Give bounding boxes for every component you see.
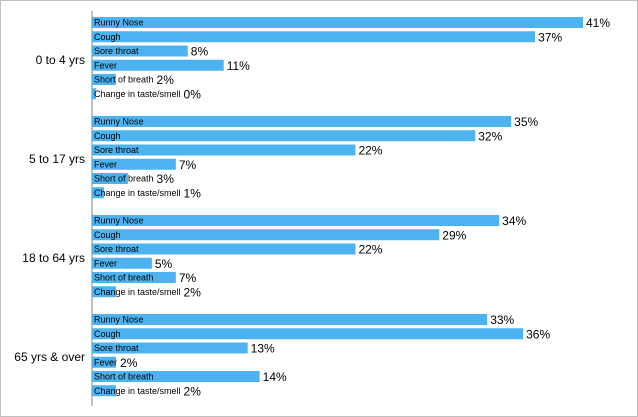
- bar-value-label: 11%: [227, 59, 250, 73]
- bar-value-label: 35%: [514, 115, 538, 129]
- bar-category-label: Fever: [94, 357, 117, 367]
- bar-category-label: Short of breath: [94, 273, 154, 283]
- bar-value-label: 2%: [120, 356, 138, 370]
- age-groups: 0 to 4 yrs Runny Nose 41% Cough 37% Sore thro…: [14, 16, 610, 398]
- bar-category-label: Fever: [94, 159, 117, 169]
- bar-value-label: 36%: [526, 327, 550, 341]
- bar: [92, 31, 536, 43]
- bar: [92, 272, 176, 283]
- bar-value-label: 7%: [179, 158, 197, 172]
- bar: [92, 74, 116, 85]
- bar-category-label: Short of breath: [94, 75, 154, 85]
- bar-value-label: 41%: [586, 16, 610, 30]
- bar-value-label: 7%: [179, 271, 197, 285]
- bar: [92, 59, 224, 71]
- bar-value-label: 3%: [157, 172, 175, 186]
- bar-category-label: Runny Nose: [94, 315, 144, 325]
- bar-value-label: 33%: [490, 313, 514, 327]
- bar-value-label: 14%: [263, 370, 287, 384]
- bar-category-label: Runny Nose: [94, 117, 144, 127]
- age-group: 5 to 17 yrs Runny Nose 35% Cough 32% Sore thr…: [29, 115, 539, 200]
- bar-value-label: 37%: [538, 30, 562, 44]
- bar: [92, 215, 500, 226]
- bar: [92, 356, 116, 368]
- bar-value-label: 22%: [358, 243, 382, 257]
- age-group-label: 0 to 4 yrs: [36, 53, 85, 67]
- bar-category-label: Fever: [94, 60, 117, 70]
- bar-value-label: 29%: [442, 228, 466, 242]
- bar: [92, 342, 248, 354]
- bar-value-label: 1%: [184, 186, 202, 200]
- bar-value-label: 5%: [155, 257, 173, 271]
- bar: [92, 385, 116, 397]
- bar: [92, 130, 476, 142]
- bar-category-label: Cough: [94, 32, 121, 42]
- bar: [92, 328, 524, 340]
- bar: [92, 257, 152, 269]
- bar-category-label: Change in taste/smell: [94, 89, 181, 99]
- age-group-label: 5 to 17 yrs: [29, 152, 85, 166]
- bar-category-label: Change in taste/smell: [94, 188, 181, 198]
- bar-category-label: Sore throat: [94, 244, 139, 254]
- age-group-label: 65 yrs & over: [14, 350, 85, 364]
- age-group: 65 yrs & over Runny Nose 33% Cough 36% Sore t…: [14, 313, 550, 398]
- bar-category-label: Short of breath: [94, 372, 154, 382]
- bar-value-label: 22%: [358, 144, 382, 158]
- bar-category-label: Sore throat: [94, 343, 139, 353]
- bar: [92, 158, 176, 170]
- bar-category-label: Change in taste/smell: [94, 287, 181, 297]
- bar: [92, 243, 356, 255]
- bar-value-label: 2%: [157, 73, 175, 87]
- bar-value-label: 13%: [251, 342, 275, 356]
- age-group-label: 18 to 64 yrs: [22, 251, 85, 265]
- bar-category-label: Runny Nose: [94, 18, 144, 28]
- bar: [92, 17, 583, 28]
- bar-category-label: Change in taste/smell: [94, 386, 181, 396]
- bar: [92, 314, 488, 325]
- bar-category-label: Fever: [94, 258, 117, 268]
- bar-value-label: 2%: [184, 384, 202, 398]
- bar: [92, 144, 356, 156]
- bar-value-label: 8%: [191, 45, 209, 59]
- bar: [92, 88, 96, 100]
- bar-value-label: 2%: [184, 285, 202, 299]
- bar: [92, 116, 512, 127]
- bar-category-label: Runny Nose: [94, 216, 144, 226]
- bar: [92, 371, 260, 382]
- bar-category-label: Cough: [94, 329, 121, 339]
- bar-value-label: 0%: [184, 87, 202, 101]
- bar: [92, 173, 128, 184]
- bar-category-label: Short of breath: [94, 174, 154, 184]
- bar: [92, 187, 104, 199]
- bar-category-label: Sore throat: [94, 145, 139, 155]
- bar: [92, 45, 188, 57]
- bar-value-label: 32%: [478, 129, 502, 143]
- bar-value-label: 34%: [502, 214, 526, 228]
- age-group: 0 to 4 yrs Runny Nose 41% Cough 37% Sore thro…: [36, 16, 611, 101]
- bar: [92, 286, 116, 298]
- bar-category-label: Sore throat: [94, 46, 139, 56]
- bar: [92, 229, 440, 241]
- bar-category-label: Cough: [94, 131, 121, 141]
- age-group: 18 to 64 yrs Runny Nose 34% Cough 29% Sore th…: [22, 214, 526, 299]
- bar-category-label: Cough: [94, 230, 121, 240]
